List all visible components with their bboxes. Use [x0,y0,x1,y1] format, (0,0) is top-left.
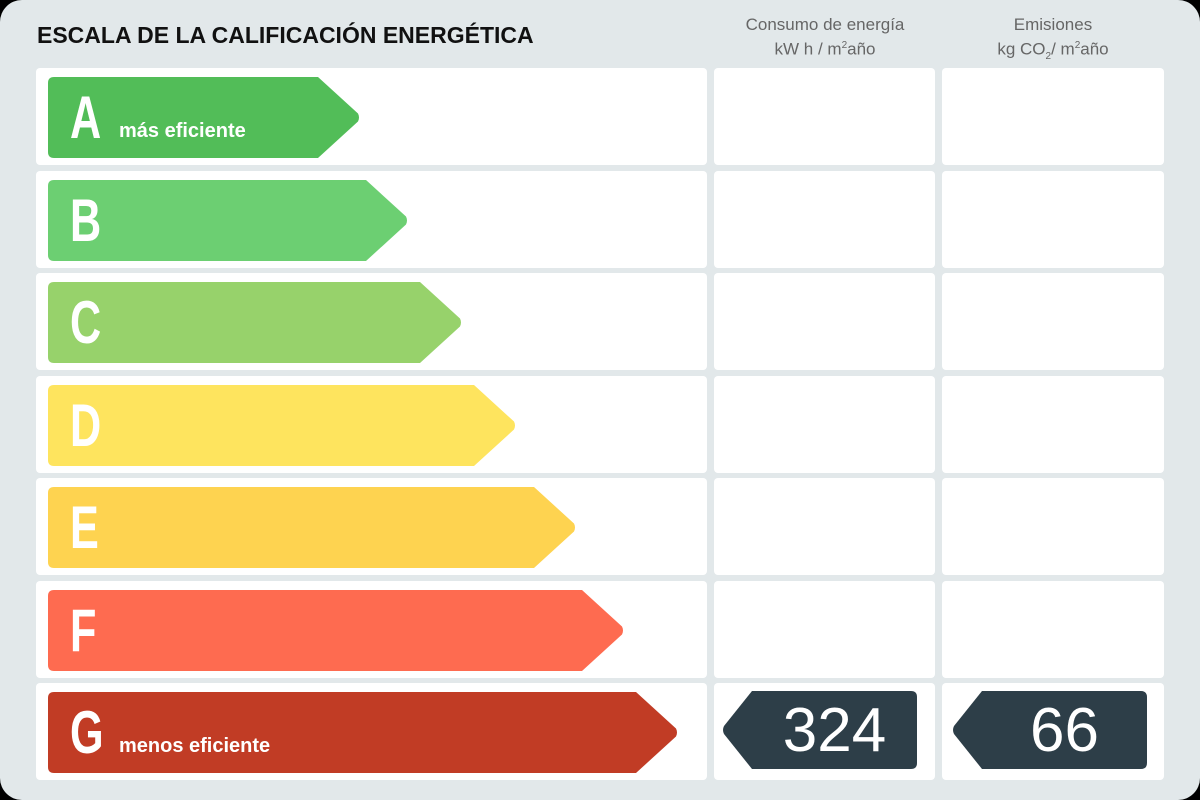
emissions-header: Emisiones kg CO2/ m2año [942,14,1164,67]
rating-arrow-b: B [48,180,408,261]
consumption-cell [714,171,935,268]
consumption-value-badge: 324 [722,691,917,769]
consumption-value: 324 [782,696,887,765]
rating-row-g: G menos eficiente 324 66 [0,683,1200,780]
emissions-header-line1: Emisiones [1013,15,1093,34]
emissions-header-unit: kg CO2/ m2año [997,39,1109,63]
consumption-header: Consumo de energía kW h / m2año [714,14,936,60]
rating-arrow-g: G menos eficiente [48,692,678,773]
consumption-cell [714,376,935,473]
consumption-header-line1: Consumo de energía [745,15,905,34]
rating-arrow-c: C [48,282,462,363]
emissions-cell [942,273,1164,370]
rating-row-f: F [0,581,1200,678]
rating-letter: G [70,699,104,766]
rating-arrow-e: E [48,487,576,568]
rating-letter: E [70,494,99,561]
rating-row-b: B [0,171,1200,268]
rating-row-d: D [0,376,1200,473]
rating-cell: B [36,171,707,268]
emissions-cell [942,171,1164,268]
rating-arrow-d: D [48,385,516,466]
rating-letter: A [70,84,102,151]
emissions-cell [942,581,1164,678]
rating-cell: F [36,581,707,678]
rating-cell: A más eficiente [36,68,707,165]
rating-label: más eficiente [119,120,246,142]
consumption-cell: 324 [714,683,935,780]
consumption-header-unit: kW h / m2año [774,39,876,59]
rating-arrow-a: A más eficiente [48,77,360,158]
emissions-value-badge: 66 [952,691,1147,769]
page-title: ESCALA DE LA CALIFICACIÓN ENERGÉTICA [37,22,534,48]
consumption-cell [714,581,935,678]
rating-cell: C [36,273,707,370]
consumption-cell [714,478,935,575]
rating-cell: G menos eficiente [36,683,707,780]
emissions-cell [942,68,1164,165]
rating-cell: E [36,478,707,575]
rating-letter: B [70,187,102,254]
rating-cell: D [36,376,707,473]
consumption-cell [714,68,935,165]
consumption-cell [714,273,935,370]
emissions-cell [942,376,1164,473]
rating-letter: D [70,392,102,459]
emissions-cell [942,478,1164,575]
emissions-cell: 66 [942,683,1164,780]
emissions-value: 66 [1030,696,1099,765]
rating-row-c: C [0,273,1200,370]
rating-row-e: E [0,478,1200,575]
rating-letter: F [70,597,97,664]
rating-label: menos eficiente [119,735,271,757]
rating-letter: C [70,289,102,356]
rating-row-a: A más eficiente [0,68,1200,165]
rating-arrow-f: F [48,590,624,671]
